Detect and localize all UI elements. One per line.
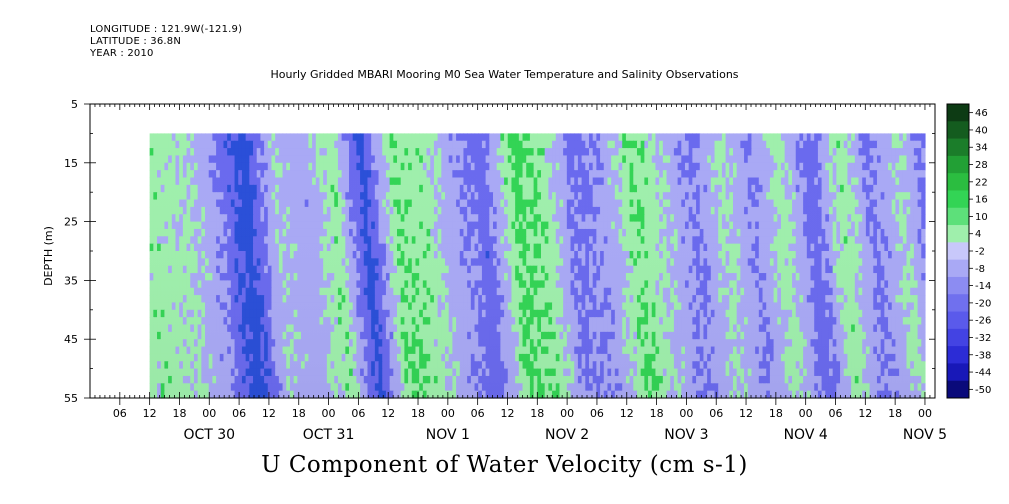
longitude-label: LONGITUDE : 121.9W(-121.9) (90, 24, 243, 35)
chart-title: Hourly Gridded MBARI Mooring M0 Sea Wate… (270, 68, 739, 81)
velocity-field (149, 133, 926, 399)
latitude-label: LATITUDE : 36.8N (90, 36, 182, 47)
year-label: YEAR : 2010 (90, 48, 154, 59)
